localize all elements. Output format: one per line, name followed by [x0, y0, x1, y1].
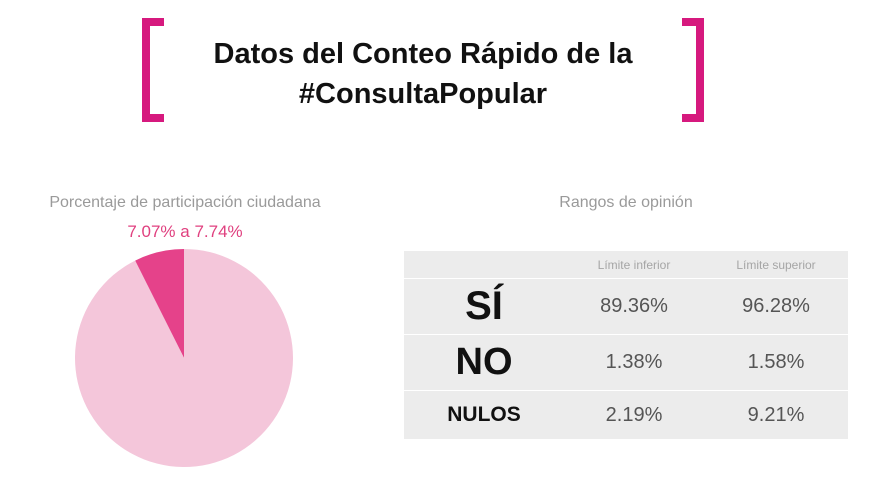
participation-pie-chart: [75, 249, 294, 467]
title-block: Datos del Conteo Rápido de la #ConsultaP…: [142, 18, 704, 124]
table-header-upper-limit: Límite superior: [736, 257, 816, 272]
pie-slice-remainder: [75, 249, 294, 467]
nulos-lower-limit: 2.19%: [605, 403, 663, 426]
row-label-si: SÍ: [465, 284, 503, 328]
si-upper-limit: 96.28%: [742, 295, 810, 317]
left-bracket-decoration: [142, 18, 164, 122]
pie-slice-participation: [135, 249, 184, 358]
row-label-nulos: NULOS: [447, 403, 521, 426]
right-bracket-decoration: [682, 18, 704, 122]
page-title-line-2: #ConsultaPopular: [298, 78, 548, 110]
page-title-line-1: Datos del Conteo Rápido de la: [213, 38, 633, 70]
no-upper-limit: 1.58%: [747, 351, 805, 373]
table-row: SÍ 89.36% 96.28%: [404, 279, 848, 335]
table-row: NO 1.38% 1.58%: [404, 335, 848, 391]
no-lower-limit: 1.38%: [605, 351, 663, 373]
table-heading: Rangos de opinión: [559, 194, 693, 211]
pie-chart-range-label: 7.07% a 7.74%: [127, 222, 243, 241]
table-header-row: Límite inferior Límite superior: [404, 251, 848, 279]
nulos-upper-limit: 9.21%: [747, 403, 805, 426]
table-header-lower-limit: Límite inferior: [597, 257, 671, 272]
si-lower-limit: 89.36%: [600, 295, 668, 317]
table-row: NULOS 2.19% 9.21%: [404, 391, 848, 439]
opinion-ranges-table: Límite inferior Límite superior SÍ 89.36…: [404, 251, 848, 439]
page-title: Datos del Conteo Rápido de la #ConsultaP…: [172, 34, 674, 114]
row-label-no: NO: [455, 341, 513, 383]
pie-chart-heading: Porcentaje de participación ciudadana: [49, 194, 321, 211]
